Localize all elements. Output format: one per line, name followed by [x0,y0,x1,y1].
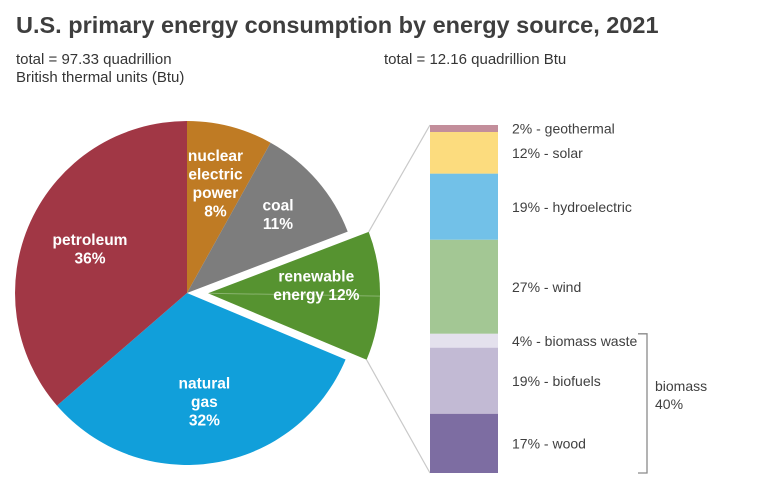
connector-lines [366,124,431,474]
renewable-slice-midline [207,292,381,297]
biomass-bracket: biomass 40% [638,333,707,474]
pie-total-line1: total = 97.33 quadrillion [16,51,172,68]
bar-label-biomass-waste: 4% - biomass waste [512,333,637,349]
bar-segment-biomass-waste [430,333,498,348]
pie-slice-renewable-energy [208,231,381,360]
bar-label-biofuels: 19% - biofuels [512,373,601,389]
pie-total-label: total = 97.33 quadrillion British therma… [16,51,184,87]
bar-segment-solar [430,132,498,174]
bar-label-wind: 27% - wind [512,279,581,295]
bar-label-solar: 12% - solar [512,145,583,161]
pie-label-renewable-energy: renewable energy 12% [273,268,359,304]
bar-segment-geothermal [430,125,498,132]
pie-slice-nuclear-electric-power [187,121,271,293]
bar-segment-wind [430,239,498,334]
pie-label-nuclear-electric-power: nuclear electric power 8% [188,148,243,221]
bar-segment-hydroelectric [430,173,498,240]
biomass-bracket-line [638,333,648,474]
pie-chart: nuclear electric power 8% coal 11% renewable en… [15,121,381,465]
bar-segment-biofuels [430,347,498,414]
renewables-stacked-bar: 2% - geothermal 12% - solar 19% - hydroele… [430,121,637,473]
bar-total-label: total = 12.16 quadrillion Btu [384,51,567,68]
page-title: U.S. primary energy consumption by energ… [16,12,659,38]
biomass-bracket-label: biomass 40% [655,378,707,412]
pie-slice-coal [187,142,348,293]
bar-label-geothermal: 2% - geothermal [512,121,615,137]
bar-label-hydroelectric: 19% - hydroelectric [512,199,632,215]
bar-label-wood: 17% - wood [512,435,586,451]
bar-segment-wood [430,413,498,473]
pie-slice-petroleum [15,121,187,406]
pie-label-coal: coal 11% [262,197,293,233]
connector-line-bottom [366,359,431,474]
pie-slice-natural-gas [57,293,346,465]
pie-label-natural-gas: natural gas 32% [179,376,231,430]
pie-label-petroleum: petroleum 36% [53,232,128,268]
pie-total-line2: British thermal units (Btu) [16,69,185,86]
connector-line-top [368,124,431,233]
